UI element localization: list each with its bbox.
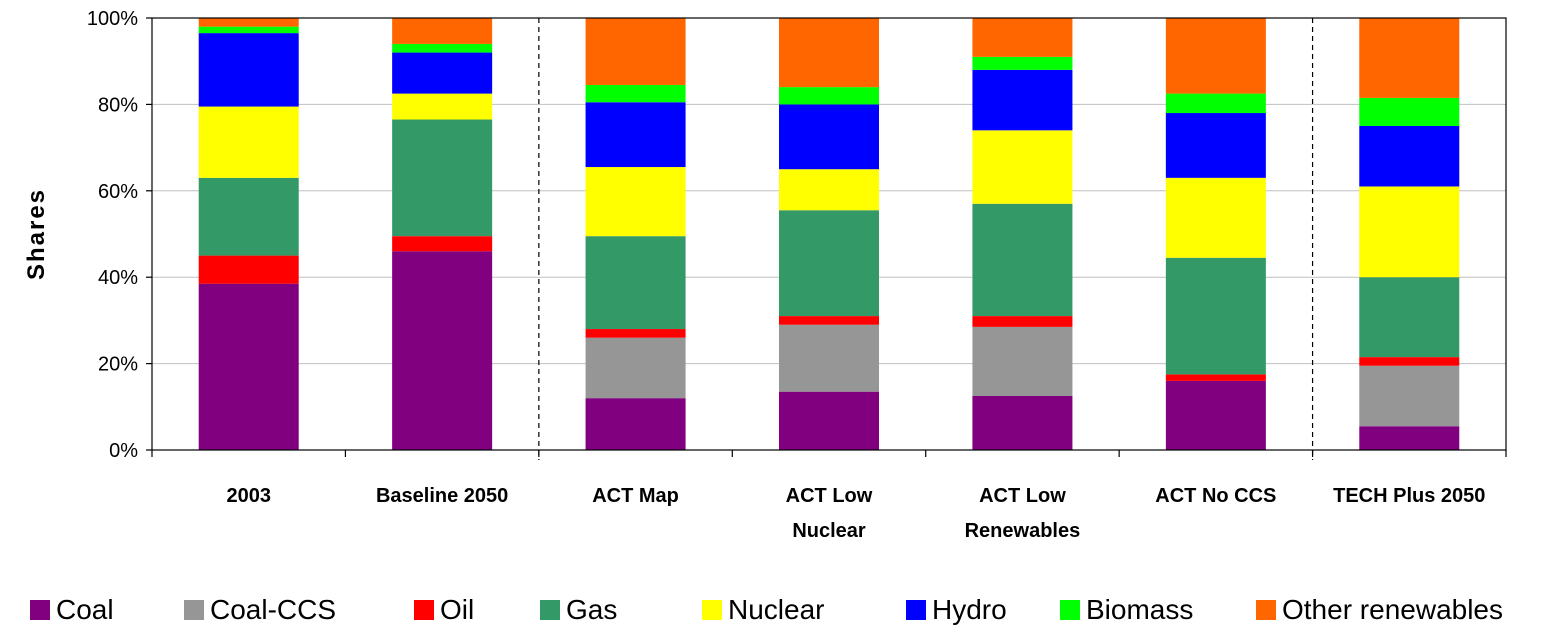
- bar-segment-biomass: [585, 84, 686, 103]
- bar-segment-hydro: [972, 69, 1073, 131]
- bar-segment-gas: [972, 203, 1073, 317]
- bar-segment-gas: [779, 210, 879, 317]
- bar-segment-nuclear: [585, 167, 686, 237]
- category-label: ACT Map: [592, 485, 679, 507]
- bar-segment-coal-ccs: [585, 337, 686, 399]
- category-label: ACT Low Nuclear: [786, 485, 873, 542]
- legend-item-nuclear: Nuclear: [702, 592, 824, 628]
- y-axis-ticks: 0% 20% 40% 60% 80% 100%: [87, 8, 152, 462]
- bar-segment-nuclear: [972, 130, 1073, 204]
- bar-segment-coal: [1165, 380, 1266, 450]
- bar-segment-biomass: [198, 26, 299, 34]
- bar-segment-nuclear: [392, 93, 493, 120]
- y-tick-label: 60%: [98, 181, 138, 203]
- plot-area-border: [151, 17, 1507, 451]
- legend-swatch: [702, 600, 722, 620]
- bar-segment-biomass: [972, 56, 1073, 70]
- bar-segment-nuclear: [1359, 186, 1460, 278]
- legend-item-oil: Oil: [414, 592, 474, 628]
- bar-segment-gas: [392, 119, 493, 237]
- bar-segment-other-renewables: [779, 18, 879, 88]
- legend-label: Coal-CCS: [210, 594, 337, 625]
- legend-swatch: [540, 600, 560, 620]
- category-label: Baseline 2050: [376, 485, 508, 507]
- legend-item-other-renewables: Other renewables: [1256, 592, 1503, 628]
- category-label: TECH Plus 2050: [1333, 485, 1485, 507]
- legend-swatch: [414, 600, 434, 620]
- legend-swatch: [30, 600, 50, 620]
- y-axis-label: Shares: [23, 188, 50, 280]
- category-label: 2003: [226, 485, 271, 507]
- bar-segment-coal: [198, 283, 299, 450]
- bar-segment-coal: [779, 391, 879, 450]
- bar-segment-biomass: [1359, 97, 1460, 126]
- bar-segment-gas: [1165, 257, 1266, 375]
- bar-segment-other-renewables: [585, 18, 686, 85]
- legend-item-gas: Gas: [540, 592, 617, 628]
- legend-item-hydro: Hydro: [906, 592, 1007, 628]
- stacked-bar-chart: 0% 20% 40% 60% 80% 100% 2003 Baseline 2050 ACT …: [23, 8, 1507, 542]
- group-separators: [538, 18, 1314, 460]
- bar-segment-gas: [198, 177, 299, 256]
- y-tick-label: 40%: [98, 267, 138, 289]
- legend-item-biomass: Biomass: [1060, 592, 1193, 628]
- legend: Coal Coal-CCS Oil Gas Nuclear Hydro Biomass Oth…: [30, 592, 1540, 628]
- y-tick-label: 0%: [109, 440, 138, 462]
- bar-segment-biomass: [779, 87, 879, 105]
- bars: [198, 18, 1460, 450]
- legend-label: Other renewables: [1282, 594, 1504, 625]
- bar-segment-oil: [198, 255, 299, 284]
- legend-swatch: [1256, 600, 1276, 620]
- legend-label: Hydro: [932, 594, 1007, 625]
- bar-segment-hydro: [198, 33, 299, 107]
- category-label: ACT Low Renewables: [965, 485, 1081, 542]
- y-tick-label: 80%: [98, 94, 138, 116]
- legend-item-coal: Coal: [30, 592, 114, 628]
- bar-segment-other-renewables: [392, 18, 493, 44]
- bar-segment-hydro: [585, 102, 686, 168]
- legend-swatch: [1060, 600, 1080, 620]
- bar-segment-coal-ccs: [972, 326, 1073, 396]
- bar-segment-oil: [779, 316, 879, 325]
- bar-segment-oil: [1165, 374, 1266, 381]
- x-axis-ticks: [151, 450, 1507, 457]
- legend-label: Coal: [56, 594, 114, 625]
- bar-segment-oil: [972, 316, 1073, 327]
- bar-segment-other-renewables: [1359, 18, 1460, 98]
- bar-segment-oil: [392, 236, 493, 252]
- legend-item-coal-ccs: Coal-CCS: [184, 592, 336, 628]
- bar-segment-coal-ccs: [779, 324, 879, 392]
- bar-segment-hydro: [1165, 113, 1266, 178]
- bar-segment-coal: [972, 396, 1073, 450]
- bar-segment-gas: [1359, 277, 1460, 358]
- bar-segment-other-renewables: [1165, 18, 1266, 94]
- legend-label: Gas: [566, 594, 618, 625]
- bar-segment-other-renewables: [972, 18, 1073, 57]
- bar-segment-oil: [1359, 357, 1460, 366]
- bar-segment-nuclear: [1165, 177, 1266, 258]
- bar-segment-hydro: [779, 104, 879, 170]
- legend-label: Nuclear: [728, 594, 825, 625]
- bar-segment-nuclear: [198, 106, 299, 178]
- legend-swatch: [906, 600, 926, 620]
- legend-swatch: [184, 600, 204, 620]
- bar-segment-biomass: [1165, 93, 1266, 114]
- bar-segment-oil: [585, 329, 686, 338]
- bar-segment-coal: [585, 398, 686, 450]
- y-tick-label: 100%: [87, 8, 138, 30]
- bar-segment-biomass: [392, 43, 493, 53]
- category-label: ACT No CCS: [1155, 485, 1276, 507]
- bar-segment-other-renewables: [198, 18, 299, 27]
- bar-segment-coal: [1359, 426, 1460, 450]
- legend-label: Biomass: [1086, 594, 1194, 625]
- category-labels: 2003 Baseline 2050 ACT Map ACT Low Nuclear AC…: [226, 485, 1485, 542]
- bar-segment-coal: [392, 251, 493, 450]
- y-tick-label: 20%: [98, 354, 138, 376]
- bar-segment-hydro: [392, 52, 493, 94]
- legend-label: Oil: [440, 594, 475, 625]
- bar-segment-coal-ccs: [1359, 365, 1460, 427]
- bar-segment-hydro: [1359, 126, 1460, 187]
- bar-segment-gas: [585, 236, 686, 330]
- bar-segment-nuclear: [779, 169, 879, 211]
